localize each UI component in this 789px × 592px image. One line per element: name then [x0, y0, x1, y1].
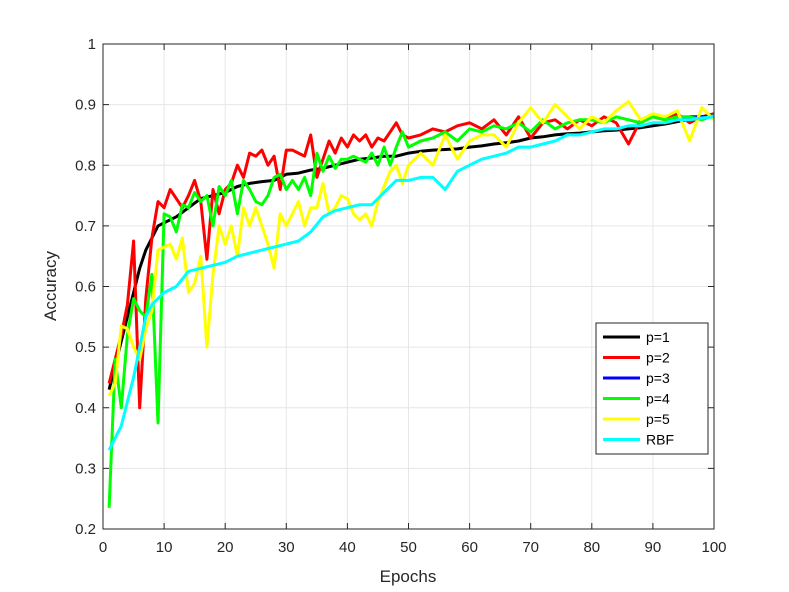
legend-label: RBF [646, 432, 674, 448]
x-tick-label: 10 [156, 539, 173, 556]
y-axis-title: Accuracy [41, 251, 60, 321]
legend-label: p=1 [646, 329, 670, 345]
x-tick-label: 40 [339, 539, 356, 556]
series-layer [107, 100, 716, 508]
y-tick-label: 0.6 [75, 279, 96, 296]
series-line-rbf [107, 115, 715, 451]
x-tick-label: 30 [278, 539, 295, 556]
x-tick-label: 0 [99, 539, 107, 556]
legend: p=1 p=2 p=3 p=4 p=5 RBF [595, 322, 709, 455]
x-axis-title: Epochs [380, 567, 437, 586]
y-tick-label: 0.3 [75, 460, 96, 477]
y-tick-label: 0.8 [75, 157, 96, 174]
legend-box [595, 322, 709, 455]
x-tick-label: 70 [522, 539, 539, 556]
y-tick-label: 0.2 [75, 521, 96, 538]
series-line-p-4 [107, 114, 715, 508]
y-tick-label: 0.9 [75, 97, 96, 114]
ticks: 0 10 20 30 40 50 60 70 80 90 100 0.2 0.3 0.4 0.5 0.6 0.7… [75, 36, 726, 556]
y-tick-label: 1 [88, 36, 96, 53]
x-tick-label: 100 [701, 539, 726, 556]
y-tick-label: 0.5 [75, 339, 96, 356]
legend-label: p=5 [646, 411, 670, 427]
legend-label: p=3 [646, 370, 670, 386]
legend-label: p=2 [646, 350, 670, 366]
x-tick-label: 90 [645, 539, 662, 556]
x-tick-label: 60 [461, 539, 478, 556]
legend-label: p=4 [646, 391, 670, 407]
series-line-p-5 [107, 100, 716, 397]
x-tick-label: 50 [400, 539, 417, 556]
x-tick-label: 80 [583, 539, 600, 556]
x-tick-label: 20 [217, 539, 234, 556]
y-tick-label: 0.7 [75, 218, 96, 235]
y-tick-label: 0.4 [75, 400, 96, 417]
